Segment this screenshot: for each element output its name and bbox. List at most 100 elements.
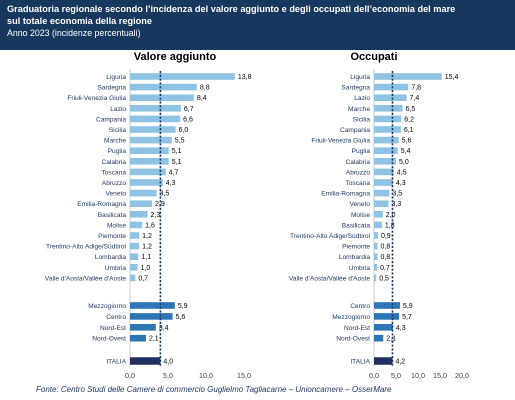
chart-1-category-label-liguria: Liguria xyxy=(350,74,370,81)
chart-0-bar-italia xyxy=(130,357,161,365)
chart-0-data-label-friuli-venezia-giulia: 8,4 xyxy=(197,95,207,102)
chart-1-category-label-lombardia: Lombardia xyxy=(339,254,370,261)
chart-0-bar-campania xyxy=(130,115,181,123)
chart-0-data-label-molise: 1,6 xyxy=(145,222,155,229)
chart-1-category-label-campania: Campania xyxy=(340,127,370,134)
chart-0-category-label-nord-ovest: Nord-Ovest xyxy=(92,336,126,343)
chart-0-data-label-basilicata: 2,3 xyxy=(150,212,160,219)
chart-1-bar-campania xyxy=(374,126,401,133)
chart-1-bar-molise xyxy=(374,211,383,218)
chart-1-title: Occupati xyxy=(350,51,397,63)
chart-0-bar-valle-d-aosta-vallee-d-aoste xyxy=(130,274,136,282)
chart-1-x-tick-2: 10,0 xyxy=(411,371,425,380)
chart-0-category-label-valle-d-aosta-vallee-d-aoste: Valle d'Aosta/Vallée d'Aoste xyxy=(45,275,126,282)
chart-1-category-label-emilia-romagna: Emilia-Romagna xyxy=(321,191,370,198)
chart-0-category-label-molise: Molise xyxy=(107,222,126,229)
chart-1-data-label-liguria: 15,4 xyxy=(445,74,459,81)
chart-0-x-tick-0: 0,0 xyxy=(125,371,135,380)
chart-1-bar-centro xyxy=(374,302,400,309)
chart-0-data-label-mezzogiorno: 5,9 xyxy=(178,303,188,310)
chart-0-category-label-centro: Centro xyxy=(106,314,126,321)
chart-0-category-label-liguria: Liguria xyxy=(106,74,126,81)
chart-1-data-label-emilia-romagna: 3,5 xyxy=(392,191,402,198)
chart-1-data-label-friuli-venezia-giulia: 5,6 xyxy=(402,138,412,145)
chart-1-bar-basilicata xyxy=(374,221,382,229)
chart-1-category-label-puglia: Puglia xyxy=(352,148,371,155)
chart-1-category-label-molise: Molise xyxy=(351,212,370,219)
chart-0-bar-centro xyxy=(130,313,173,320)
chart-1-category-label-abruzzo: Abruzzo xyxy=(346,169,371,176)
chart-0-category-label-friuli-venezia-giulia: Friuli-Venezia Giulia xyxy=(67,95,126,102)
chart-0-data-label-abruzzo: 4,3 xyxy=(166,180,176,187)
chart-1-x-tick-1: 5,0 xyxy=(391,371,401,380)
chart-1-category-label-valle-d-aosta-vallee-d-aoste: Valle d'Aosta/Vallée d'Aoste xyxy=(289,275,370,282)
chart-0-category-label-sardegna: Sardegna xyxy=(97,85,126,92)
chart-1-category-label-friuli-venezia-giulia: Friuli-Venezia Giulia xyxy=(311,138,370,145)
chart-1-data-label-toscana: 4,3 xyxy=(396,180,406,187)
chart-0-bar-puglia xyxy=(130,147,169,154)
chart-1-bar-liguria xyxy=(374,73,442,80)
chart-1-bar-mezzogiorno xyxy=(374,313,400,320)
chart-0-category-label-italia: ITALIA xyxy=(106,359,126,366)
chart-1-category-label-basilicata: Basilicata xyxy=(342,222,371,229)
chart-0-category-label-emilia-romagna: Emilia-Romagna xyxy=(77,201,126,208)
chart-0-data-label-toscana: 4,7 xyxy=(169,169,179,176)
chart-1-data-label-molise: 2,0 xyxy=(386,212,396,219)
chart-1-bar-trentino-alto-adige-sudtirol xyxy=(374,232,378,239)
chart-0-bar-veneto xyxy=(130,189,157,197)
chart-0-bar-friuli-venezia-giulia xyxy=(130,94,194,101)
chart-1-data-label-calabria: 5,0 xyxy=(399,159,409,166)
chart-1-category-label-centro: Centro xyxy=(350,303,370,310)
chart-1-category-label-marche: Marche xyxy=(348,106,370,113)
chart-1-data-label-nord-ovest: 2,1 xyxy=(386,336,396,343)
chart-1-bar-friuli-venezia-giulia xyxy=(374,136,399,144)
chart-1-data-label-trentino-alto-adige-sudtirol: 0,9 xyxy=(381,233,391,240)
chart-0-data-label-nord-ovest: 2,1 xyxy=(149,336,159,343)
chart-0-bar-nord-est xyxy=(130,324,156,331)
chart-0-data-label-puglia: 5,1 xyxy=(172,148,182,155)
chart-1-category-label-trentino-alto-adige-sudtirol: Trentino-Alto Adige/Südtirol xyxy=(290,233,371,240)
header-title-line2: sul totale economia della regione xyxy=(7,16,152,26)
chart-1-data-label-basilicata: 1,8 xyxy=(385,222,395,229)
chart-1-bar-abruzzo xyxy=(374,168,394,176)
chart-0-category-label-lombardia: Lombardia xyxy=(95,254,126,261)
chart-0-category-label-calabria: Calabria xyxy=(101,159,126,166)
chart-0-data-label-piemonte: 1,2 xyxy=(142,233,152,240)
chart-1-category-label-sardegna: Sardegna xyxy=(341,85,370,92)
chart-0-data-label-valle-d-aosta-vallee-d-aoste: 0,7 xyxy=(138,275,148,282)
header-title-line1: Graduatoria regionale secondo l’incidenz… xyxy=(7,4,456,14)
chart-1-bar-valle-d-aosta-vallee-d-aoste xyxy=(374,274,377,282)
chart-1-bar-lombardia xyxy=(374,253,378,260)
chart-0-data-label-umbria: 1,0 xyxy=(141,265,151,272)
chart-0-category-label-toscana: Toscana xyxy=(101,169,126,176)
chart-1-bar-piemonte xyxy=(374,242,378,250)
chart-1-data-label-piemonte: 0,8 xyxy=(381,244,391,251)
chart-1-bar-toscana xyxy=(374,179,393,186)
chart-0-data-label-sardegna: 8,8 xyxy=(200,85,210,92)
chart-1-category-label-mezzogiorno: Mezzogiorno xyxy=(332,314,370,321)
chart-1-category-label-toscana: Toscana xyxy=(345,180,370,187)
chart-0-data-label-veneto: 3,5 xyxy=(160,191,170,198)
chart-0-data-label-sicilia: 6,0 xyxy=(179,127,189,134)
chart-0-bar-liguria xyxy=(130,73,235,80)
chart-0-bar-basilicata xyxy=(130,211,148,218)
chart-0-bar-abruzzo xyxy=(130,179,163,186)
chart-1-bar-veneto xyxy=(374,200,389,207)
chart-0-category-label-campania: Campania xyxy=(96,116,126,123)
chart-0-bar-toscana xyxy=(130,168,166,176)
chart-1-category-label-italia: ITALIA xyxy=(350,359,370,366)
chart-1-x-tick-0: 0,0 xyxy=(369,371,379,380)
chart-1-category-label-veneto: Veneto xyxy=(349,201,370,208)
chart-0-category-label-basilicata: Basilicata xyxy=(98,212,127,219)
chart-1-data-label-veneto: 3,3 xyxy=(392,201,402,208)
chart-0-data-label-nord-est: 3,4 xyxy=(159,325,169,332)
chart-1-data-label-umbria: 0,7 xyxy=(380,265,390,272)
chart-1-category-label-umbria: Umbria xyxy=(349,265,371,272)
chart-1-category-label-nord-ovest: Nord-Ovest xyxy=(336,336,370,343)
chart-0-bar-sardegna xyxy=(130,83,197,91)
chart-1-data-label-centro: 5,9 xyxy=(403,303,413,310)
chart-1-data-label-mezzogiorno: 5,7 xyxy=(402,314,412,321)
chart-0-category-label-piemonte: Piemonte xyxy=(98,233,126,240)
chart-0-category-label-sicilia: Sicilia xyxy=(109,127,127,134)
